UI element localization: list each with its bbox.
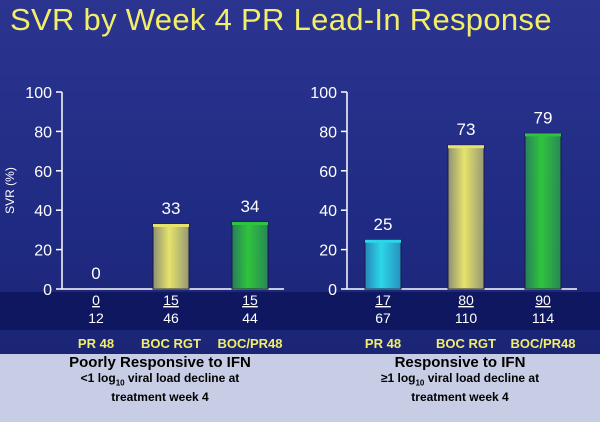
bar [524,132,562,290]
category-label: PR 48 [365,336,401,351]
y-tick-label: 60 [319,164,337,181]
denominator-label: 110 [455,310,478,326]
bar-value-label: 0 [91,264,100,283]
y-tick-label: 40 [34,203,52,220]
group-description-band: Poorly Responsive to IFN <1 log10 viral … [0,354,600,422]
y-tick-label: 100 [25,85,52,102]
group-subtitle-right-pre: ≥1 log [380,371,416,385]
bar-top-cap [525,133,561,137]
group-subtitle-left-post: viral load decline at [124,371,240,385]
group-description-left: Poorly Responsive to IFN <1 log10 viral … [40,354,280,405]
category-label: BOC RGT [141,336,201,351]
category-label: BOC/PR48 [217,336,282,351]
numerator-label: 90 [535,292,551,308]
y-tick-label: 80 [319,124,337,141]
y-tick-label: 0 [328,282,337,299]
y-tick-label: 20 [319,243,337,260]
bar-top-cap [153,223,189,227]
y-tick-label: 80 [34,124,52,141]
y-tick-label: 100 [310,85,337,102]
chart-canvas: 0 20 40 60 80 100 SVR (%) 0 0 12 PR 48 33 15 46 BOC RG… [0,85,600,351]
denominator-label: 44 [242,310,258,326]
numerator-label: 17 [375,292,391,308]
group-title-right: Responsive to IFN [394,354,526,371]
group-subtitle-left: <1 log10 viral load decline at [40,371,280,390]
bar-top-cap [448,145,484,149]
y-axis-label: SVR (%) [3,167,17,214]
y-tick-label: 0 [43,282,52,299]
n-values-band [0,292,600,330]
category-label: PR 48 [78,336,114,351]
group-subtitle-left-line2: treatment week 4 [111,390,209,405]
y-tick-label: 20 [34,243,52,260]
category-label: BOC RGT [436,336,496,351]
group-subtitle-right: ≥1 log10 viral load decline at [340,371,580,390]
group-subtitle-right-post: viral load decline at [424,371,540,385]
category-label: BOC/PR48 [510,336,575,351]
group-subtitle-left-pre: <1 log [80,371,116,385]
bar [152,223,190,290]
bar [231,221,269,290]
group-subtitle-right-line2: treatment week 4 [411,390,509,405]
bar [447,144,485,290]
bar-top-cap [365,239,401,243]
group-title-left: Poorly Responsive to IFN [69,354,251,371]
denominator-label: 46 [163,310,179,326]
bar-top-cap [232,222,268,226]
bar-value-label: 73 [457,120,476,139]
bar-value-label: 25 [374,215,393,234]
numerator-label: 15 [163,292,179,308]
denominator-label: 67 [375,310,391,326]
denominator-label: 114 [532,310,555,326]
group-subtitle-left-sub: 10 [115,378,125,388]
y-tick-label: 60 [34,164,52,181]
numerator-label: 80 [458,292,474,308]
bar-value-label: 34 [241,197,260,216]
bar [364,239,402,290]
chart-title: SVR by Week 4 PR Lead-In Response [10,2,552,37]
group-description-right: Responsive to IFN ≥1 log10 viral load de… [340,354,580,405]
denominator-label: 12 [88,310,104,326]
bar-value-label: 79 [534,108,553,127]
y-tick-label: 40 [319,203,337,220]
numerator-label: 0 [92,292,100,308]
numerator-label: 15 [242,292,258,308]
group-subtitle-right-sub: 10 [415,378,425,388]
bar-value-label: 33 [162,199,181,218]
